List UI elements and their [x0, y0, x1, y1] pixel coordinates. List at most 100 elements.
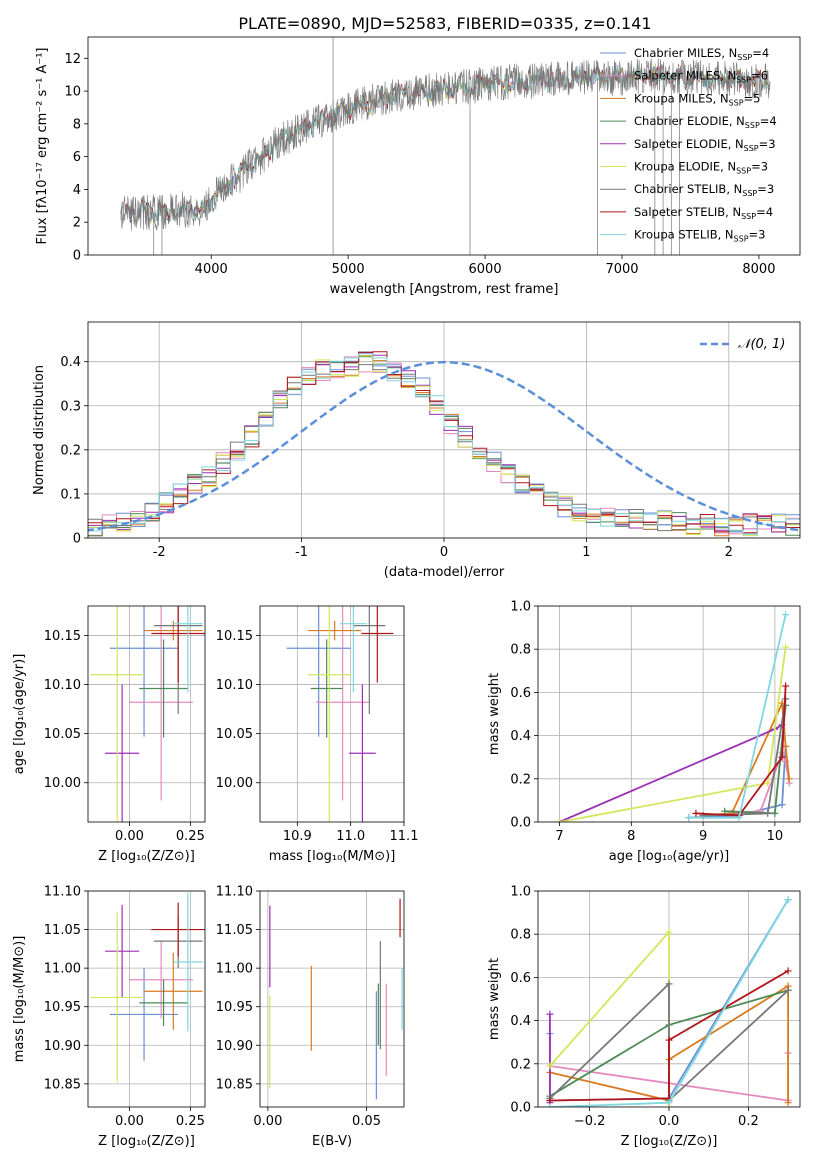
y-tick-label: 0.6	[510, 971, 531, 986]
plot-area-ebv_mass	[260, 891, 404, 1107]
weight-marker	[764, 779, 772, 787]
spectrum-legend: Chabrier MILES, NSSP=4 Salpeter MILES, NS…	[600, 46, 777, 244]
x-tick-label: 0.00	[115, 1114, 144, 1129]
legend-label: 𝒩(0, 1)	[738, 337, 785, 352]
x-tick-label: 5000	[332, 262, 365, 277]
y-tick-label: 0.4	[60, 355, 81, 370]
errorbar-point	[109, 968, 179, 1061]
x-tick-label: −0.2	[574, 1114, 606, 1129]
y-tick-label: 0.6	[510, 686, 531, 701]
y-tick-label: 0.0	[510, 1101, 531, 1116]
panel-age_weight: 7 8 9 10 0.0 0.2 0.4 0.6 0.8 1.0 age [log₁₀(age/yr…	[487, 600, 801, 864]
errorbar-point	[105, 684, 140, 822]
weight-marker	[784, 967, 792, 975]
y-tick-label: 10.05	[216, 727, 253, 742]
weight-marker	[692, 809, 700, 817]
weight-marker	[546, 1103, 554, 1107]
panel-spectrum: 4000 5000 6000 7000 8000 0 2 4 6 8 10 12 wavelength …	[35, 36, 801, 297]
y-tick-label: 10.15	[44, 629, 81, 644]
x-tick-label: -1	[295, 545, 308, 560]
panel-z_age: 0.00 0.25 10.00 10.05 10.10 10.15 Z [log₁₀(Z/Z…	[12, 605, 206, 864]
weight-line	[549, 970, 789, 1102]
x-tick-label: 8	[627, 829, 635, 844]
errorbar-point	[90, 606, 145, 822]
panel-mass_age: 10.9 11.0 11.1 10.00 10.05 10.10 10.15 mass [lo…	[216, 605, 419, 864]
y-tick-label: 10	[64, 85, 81, 100]
errorbar-point	[308, 620, 362, 641]
y-tick-label: 10.00	[44, 776, 81, 791]
y-tick-label: 10.95	[216, 1000, 253, 1015]
y-tick-label: 0.2	[510, 772, 531, 787]
x-tick-label: 2	[725, 545, 733, 560]
errorbar-point	[109, 606, 179, 737]
errorbar-point	[151, 606, 205, 683]
weight-marker	[764, 809, 772, 817]
y-tick-label: 1.0	[510, 885, 531, 900]
y-tick-label: 2	[73, 216, 81, 231]
y-tick-label: 10.10	[216, 678, 253, 693]
weight-marker	[735, 814, 743, 822]
panel-z_mass: 0.00 0.25 10.85 10.90 10.95 11.00 11.05 11.10 Z …	[12, 885, 206, 1149]
x-axis-label: Z [log₁₀(Z/Z⊙)]	[621, 1134, 718, 1149]
axes-frame	[537, 605, 801, 823]
x-tick-label: 11.1	[390, 829, 419, 844]
gaussian-curve	[88, 360, 800, 532]
plot-area-z_age	[88, 606, 205, 822]
weight-marker	[721, 807, 729, 815]
errorbar-point	[340, 606, 367, 693]
weight-marker	[778, 801, 786, 809]
errorbar-point	[173, 892, 203, 1032]
weight-marker	[685, 814, 693, 822]
weight-marker	[784, 1099, 792, 1107]
y-tick-label: 0.0	[510, 816, 531, 831]
errorbar-point	[129, 606, 193, 801]
weight-marker	[785, 775, 793, 783]
y-axis-label: mass [log₁₀(M/M⊙)]	[12, 936, 27, 1063]
x-tick-label: 0.05	[352, 1114, 381, 1129]
weight-line	[695, 685, 787, 817]
axes-frame	[87, 605, 206, 823]
x-axis-label: Z [log₁₀(Z/Z⊙)]	[98, 849, 195, 864]
errorbar-point	[139, 639, 188, 738]
x-tick-label: -2	[153, 545, 166, 560]
x-axis-label: mass [log₁₀(M/M⊙)]	[269, 849, 396, 864]
y-tick-label: 0	[73, 249, 81, 264]
x-tick-label: 0.00	[253, 1114, 282, 1129]
legend-label: Chabrier MILES, NSSP=4	[634, 46, 769, 62]
y-axis-label: age [log₁₀(age/yr)]	[12, 654, 27, 775]
y-tick-label: 10.95	[44, 1000, 81, 1015]
y-tick-label: 11.00	[44, 962, 81, 977]
y-tick-label: 12	[64, 52, 81, 67]
y-tick-label: 0.2	[60, 443, 81, 458]
legend-label: Kroupa ELODIE, NSSP=3	[634, 160, 768, 176]
y-tick-label: 10.10	[44, 678, 81, 693]
x-axis-label: age [log₁₀(age/yr)]	[609, 849, 730, 864]
x-tick-label: 0.2	[738, 1114, 759, 1129]
residual-legend: 𝒩(0, 1)	[700, 337, 785, 352]
y-tick-label: 0	[73, 532, 81, 547]
y-tick-label: 10.85	[44, 1077, 81, 1092]
figure-title: PLATE=0890, MJD=52583, FIBERID=0335, z=0…	[238, 14, 651, 33]
errorbar-point	[286, 606, 351, 737]
errorbar-point	[349, 684, 376, 822]
legend-label: Salpeter MILES, NSSP=6	[634, 69, 768, 85]
errorbar-point	[139, 979, 188, 1026]
errorbar-point	[129, 941, 193, 1019]
errorbar-point	[316, 606, 370, 801]
y-tick-label: 0.3	[60, 399, 81, 414]
y-axis-label: Normed distribution	[32, 365, 47, 495]
y-tick-label: 1.0	[510, 600, 531, 615]
plot-area-mass_age	[260, 606, 404, 822]
y-tick-label: 6	[73, 150, 81, 165]
panel-residuals: -2 -1 0 1 2 0 0.1 0.2 0.3 0.4 (data-model)/error No…	[32, 321, 801, 580]
weight-marker	[665, 980, 673, 988]
y-tick-label: 10.90	[44, 1039, 81, 1054]
y-tick-label: 11.10	[216, 885, 253, 900]
residual-histogram	[88, 353, 800, 535]
weight-marker	[782, 611, 790, 619]
y-axis-label: mass weight	[487, 673, 502, 755]
weight-marker	[546, 1097, 554, 1105]
x-tick-label: 4000	[195, 262, 228, 277]
y-tick-label: 10.00	[216, 776, 253, 791]
weight-marker	[778, 753, 786, 761]
